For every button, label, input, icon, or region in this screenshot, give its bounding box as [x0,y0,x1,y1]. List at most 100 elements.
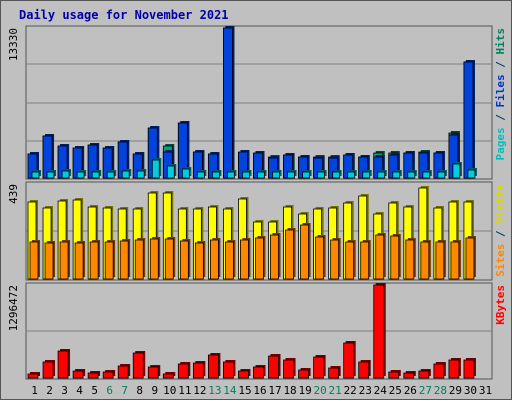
bar-kbytes-day-24 [373,283,386,379]
bar-pages-day-17 [272,170,282,179]
bar-kbytes-day-18 [283,358,296,379]
gridlines [26,63,492,142]
bar-kbytes-day-23 [358,360,371,379]
bar-pages-day-28 [437,170,447,179]
day-label-31: 31 [479,384,492,397]
bar-pages-day-21 [332,170,342,179]
bar-sites-day-26 [405,238,416,280]
bar-pages-day-24 [377,170,387,179]
day-label-25: 25 [389,384,402,397]
bar-files-day-30 [463,60,475,179]
bar-pages-day-15 [242,170,252,179]
bar-kbytes-day-1 [27,372,40,379]
bar-pages-day-16 [257,170,267,179]
bar-pages-day-26 [407,170,417,179]
bar-pages-day-10 [166,164,177,179]
bar-pages-day-9 [151,158,162,179]
day-label-17: 17 [268,384,281,397]
bar-sites-day-13 [209,238,221,280]
bar-sites-day-11 [179,239,191,280]
panel-hits-files-pages: 13330 Pages / Files / Hits [7,25,507,180]
series-legend: KBytes [494,285,507,325]
bar-kbytes-day-9 [147,365,161,379]
day-label-27: 27 [419,384,432,397]
bar-sites-day-23 [360,240,371,280]
bar-pages-day-1 [31,170,41,179]
bar-kbytes-day-3 [57,349,71,379]
bar-kbytes-day-20 [313,355,326,379]
bar-sites-day-19 [300,223,311,280]
bar-kbytes-day-28 [433,362,446,379]
bars [27,186,476,280]
bar-pages-day-14 [227,170,237,179]
day-label-29: 29 [449,384,462,397]
bar-sites-day-30 [465,236,476,280]
bar-kbytes-day-26 [403,371,416,379]
day-label-3: 3 [61,384,68,397]
bars [27,26,477,179]
bar-kbytes-day-16 [253,365,266,379]
bar-pages-day-6 [106,170,117,179]
bar-kbytes-day-10 [162,372,176,379]
day-label-28: 28 [434,384,447,397]
bar-sites-day-29 [450,240,461,280]
bar-sites-day-16 [255,236,266,280]
bar-pages-day-11 [181,167,192,179]
bar-sites-day-6 [104,240,116,280]
day-label-20: 20 [314,384,327,397]
legend-part: KBytes [494,285,507,325]
bar-files-day-14 [223,26,235,179]
bar-pages-day-23 [362,170,372,179]
legend-part: Pages [494,127,507,160]
y-max-label: 439 [7,184,20,204]
legend-part: Visits [494,184,507,224]
bar-kbytes-day-7 [117,364,131,379]
bar-pages-day-5 [91,170,102,179]
bar-pages-day-3 [61,169,72,179]
bar-sites-day-3 [59,240,71,280]
day-label-2: 2 [46,384,53,397]
bar-kbytes-day-12 [192,361,206,379]
legend-part: / [494,55,507,75]
bar-kbytes-day-6 [102,370,116,379]
day-label-8: 8 [136,384,143,397]
day-label-7: 7 [121,384,128,397]
bar-pages-day-12 [196,170,207,179]
day-label-22: 22 [344,384,357,397]
bar-sites-day-25 [390,234,401,280]
day-label-26: 26 [404,384,417,397]
bar-kbytes-day-21 [328,366,341,379]
bar-kbytes-day-15 [238,369,251,379]
bar-kbytes-day-17 [268,354,281,379]
bar-pages-day-20 [317,170,327,179]
day-label-18: 18 [283,384,296,397]
y-max-label: 1296472 [7,285,20,331]
bar-pages-day-22 [347,170,357,179]
bar-pages-day-25 [392,170,402,179]
bar-kbytes-day-27 [418,369,431,379]
bar-sites-day-2 [44,241,56,280]
bar-kbytes-day-4 [72,369,86,379]
series-legend: Pages / Files / Hits [494,28,507,161]
bar-kbytes-day-30 [463,358,476,379]
bar-pages-day-29 [452,162,462,179]
day-label-6: 6 [106,384,113,397]
bar-sites-day-5 [89,240,101,280]
bar-sites-day-20 [315,235,326,280]
day-label-30: 30 [464,384,477,397]
day-label-21: 21 [329,384,342,397]
bar-pages-day-8 [136,169,147,179]
panel-visits-sites: 439 Sites / Visits [7,181,507,281]
bar-pages-day-2 [46,170,57,179]
bar-sites-day-22 [345,240,356,280]
legend-part: Hits [494,28,507,55]
bar-sites-day-9 [149,237,161,280]
series-legend: Sites / Visits [494,184,507,277]
day-label-4: 4 [76,384,83,397]
day-label-19: 19 [298,384,311,397]
bar-pages-day-19 [302,170,312,179]
bar-pages-day-27 [422,170,432,179]
bars [27,283,476,379]
